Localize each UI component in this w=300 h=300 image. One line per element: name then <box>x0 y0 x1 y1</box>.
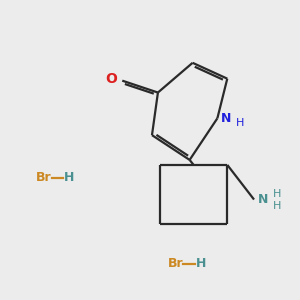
Text: H: H <box>272 189 281 199</box>
Text: N: N <box>258 193 268 206</box>
Text: H: H <box>196 257 206 270</box>
Text: H: H <box>64 171 75 184</box>
Text: Br: Br <box>168 257 184 270</box>
Text: N: N <box>221 112 232 125</box>
Text: H: H <box>272 201 281 211</box>
Text: H: H <box>236 118 244 128</box>
Text: Br: Br <box>36 171 52 184</box>
Text: O: O <box>105 72 117 86</box>
